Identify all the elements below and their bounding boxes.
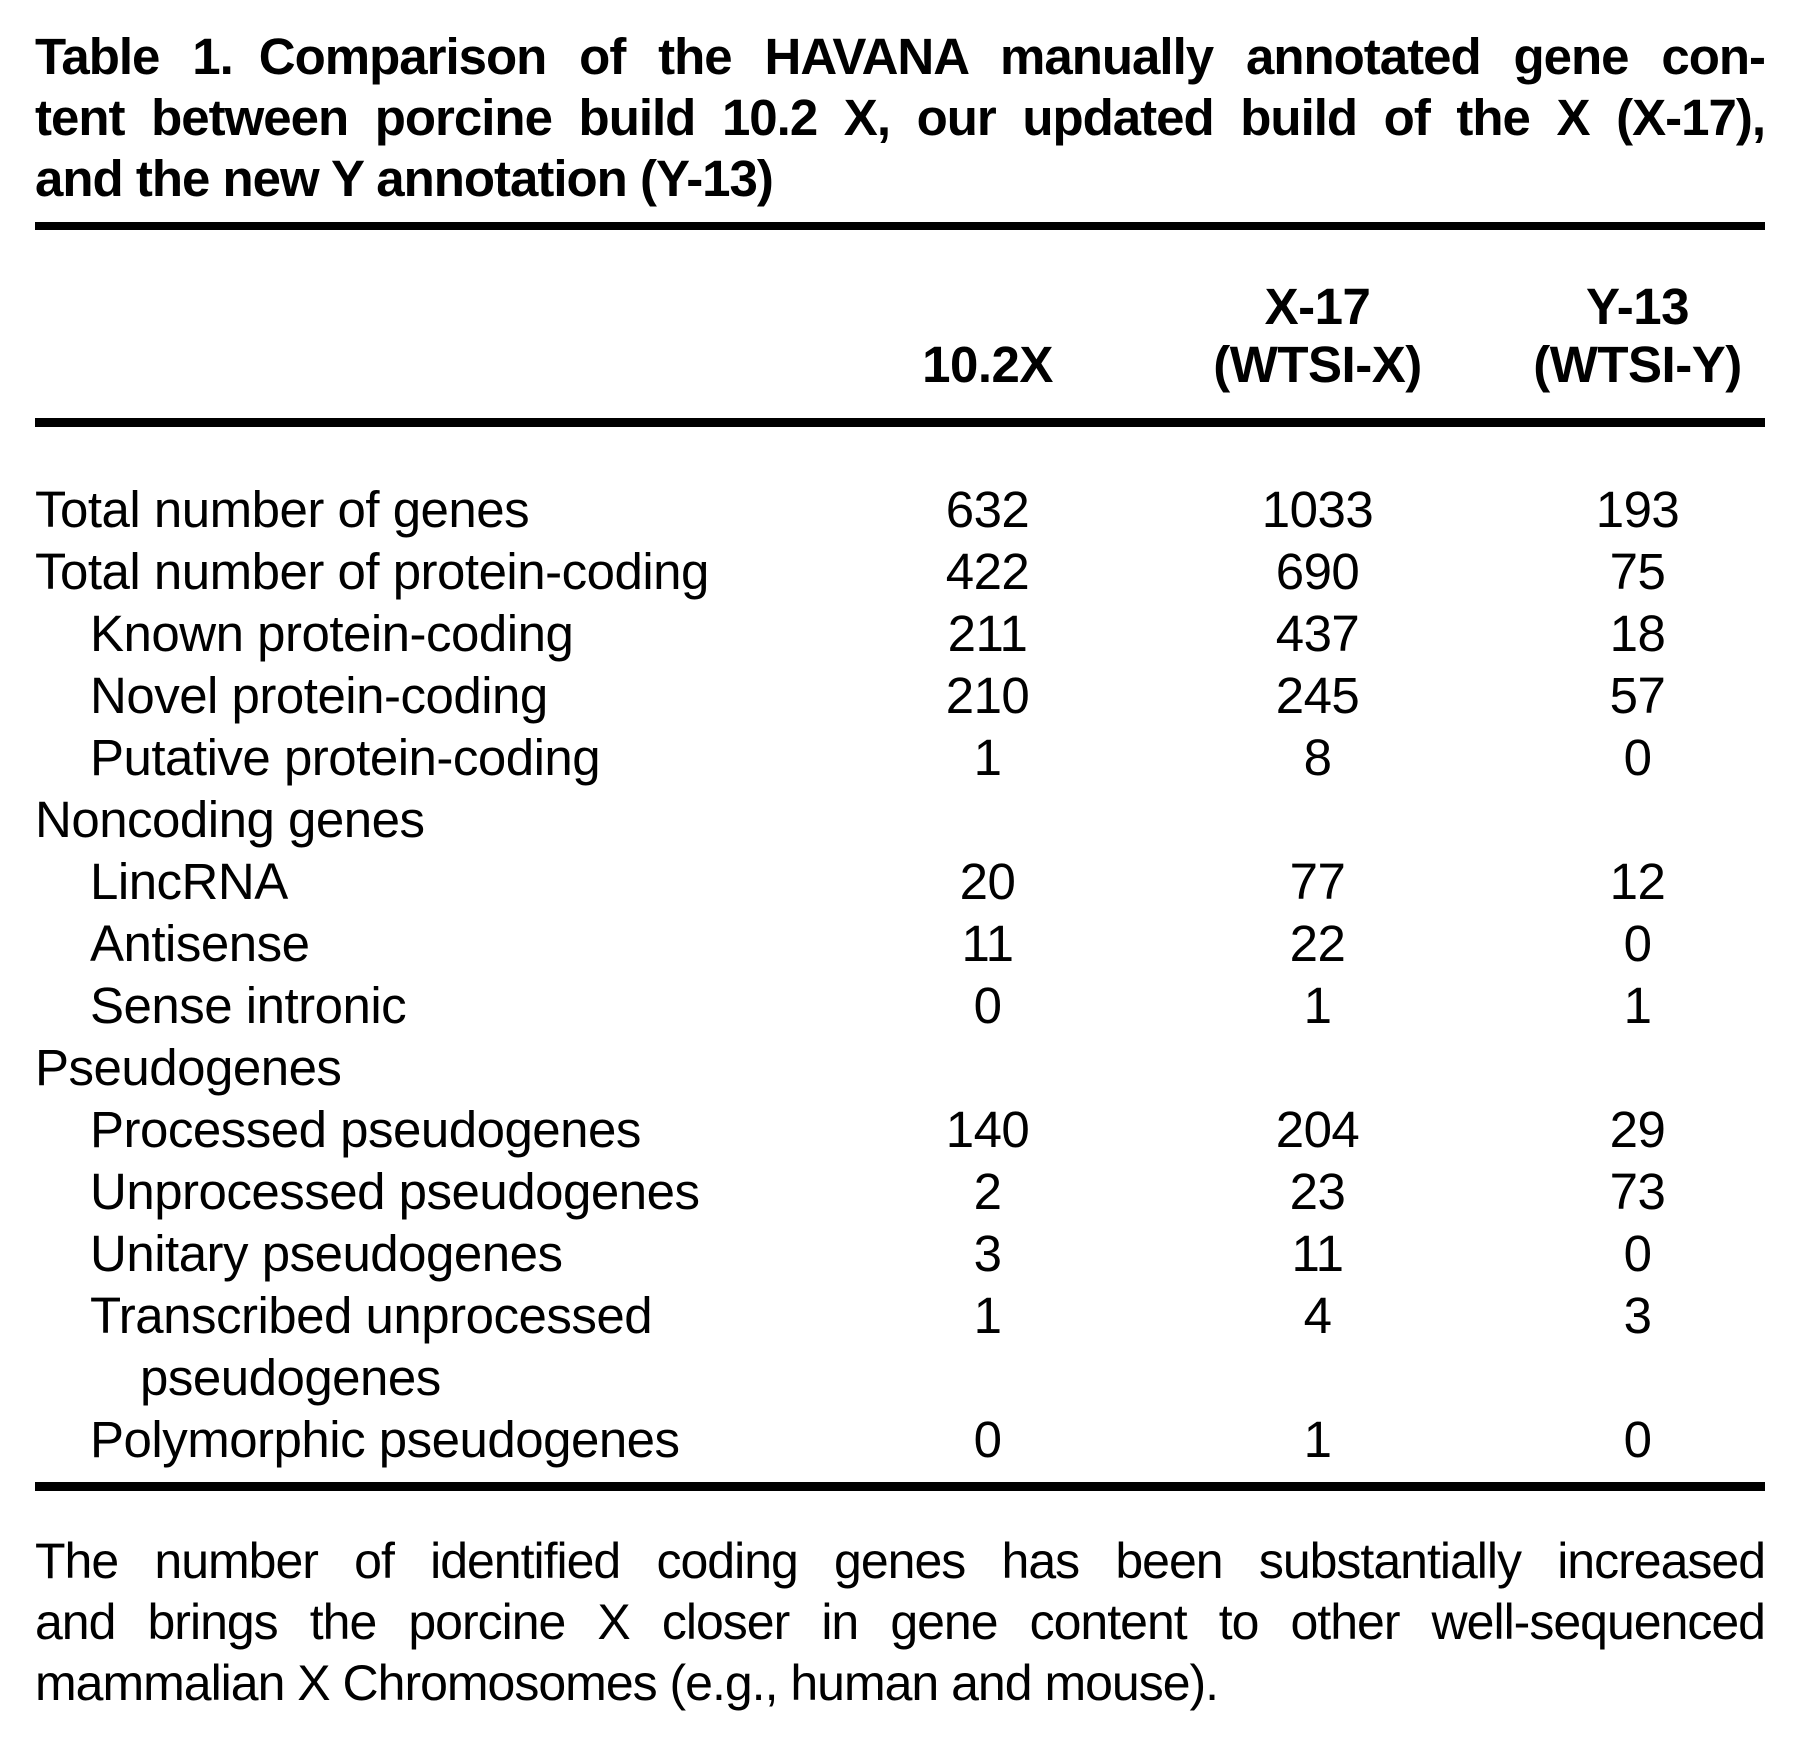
table-row: LincRNA 20 77 12 — [35, 851, 1765, 913]
table-row: Putative protein-coding 1 8 0 — [35, 727, 1765, 789]
table-number: Table 1. — [35, 28, 234, 85]
header-col-10-2x: 10.2X — [850, 336, 1125, 394]
header-col-x17-line1: X-17 — [1264, 278, 1371, 335]
header-col-x17-line2: (WTSI-X) — [1213, 336, 1422, 393]
row-label: Unprocessed pseudogenes — [90, 1163, 700, 1220]
table-caption: Table 1. Comparison of the HAVANA manuall… — [35, 26, 1766, 209]
table-row: Polymorphic pseudogenes 0 1 0 — [35, 1409, 1765, 1471]
caption-line-1-text: Comparison of the HAVANA manually annota… — [258, 28, 1766, 85]
header-rule — [35, 418, 1765, 427]
footnote-line-1: The number of identified coding genes ha… — [35, 1533, 1766, 1589]
table-row: Total number of genes 632 1033 193 — [35, 479, 1765, 541]
cell-y13: 0 — [1623, 729, 1652, 786]
cell-y13: 57 — [1609, 667, 1666, 724]
row-label: Unitary pseudogenes — [90, 1225, 563, 1282]
cell-x17: 23 — [1289, 1163, 1346, 1220]
header-col-y13-line1: Y-13 — [1586, 278, 1689, 335]
row-label: Known protein-coding — [90, 605, 574, 662]
row-label: LincRNA — [90, 853, 288, 910]
table-row: Processed pseudogenes 140 204 29 — [35, 1099, 1765, 1161]
table-row: Antisense 11 22 0 — [35, 913, 1765, 975]
cell-10-2x: 3 — [973, 1225, 1002, 1282]
cell-10-2x: 632 — [945, 481, 1030, 538]
cell-y13: 3 — [1623, 1287, 1652, 1344]
cell-x17: 1 — [1303, 977, 1332, 1034]
row-label: Total number of genes — [35, 481, 530, 538]
cell-y13: 0 — [1623, 915, 1652, 972]
caption-line-3: and the new Y annotation (Y-13) — [35, 150, 774, 207]
cell-10-2x: 2 — [973, 1163, 1002, 1220]
cell-x17: 1 — [1303, 1411, 1332, 1468]
row-label: Novel protein-coding — [90, 667, 548, 724]
cell-x17: 8 — [1303, 729, 1332, 786]
table-row: Known protein-coding 211 437 18 — [35, 603, 1765, 665]
header-col-10-2x-line2: 10.2X — [922, 336, 1053, 393]
top-rule — [35, 222, 1765, 230]
cell-10-2x: 140 — [945, 1101, 1030, 1158]
header-col-y13-line2: (WTSI-Y) — [1533, 336, 1742, 393]
cell-10-2x: 422 — [945, 543, 1030, 600]
table-row: Unitary pseudogenes 3 11 0 — [35, 1223, 1765, 1285]
table-footnote: The number of identified coding genes ha… — [35, 1531, 1766, 1714]
table-section-row: Pseudogenes — [35, 1037, 1765, 1099]
bottom-rule — [35, 1482, 1765, 1491]
row-label: Polymorphic pseudogenes — [90, 1411, 680, 1468]
table-section-row: Noncoding genes — [35, 789, 1765, 851]
header-col-x17: X-17 (WTSI-X) — [1125, 278, 1510, 394]
table-row: Total number of protein-coding 422 690 7… — [35, 541, 1765, 603]
table-body: Total number of genes 632 1033 193 Total… — [35, 427, 1765, 1471]
table-row: Transcribed unprocessed pseudogenes 1 4 … — [35, 1285, 1765, 1409]
row-label: Transcribed unprocessed — [90, 1287, 653, 1344]
cell-10-2x: 210 — [945, 667, 1030, 724]
table-header-row: 10.2X X-17 (WTSI-X) Y-13 (WTSI-Y) — [35, 230, 1765, 418]
cell-y13: 0 — [1623, 1411, 1652, 1468]
cell-y13: 73 — [1609, 1163, 1666, 1220]
cell-y13: 75 — [1609, 543, 1666, 600]
cell-x17: 22 — [1289, 915, 1346, 972]
cell-y13: 193 — [1595, 481, 1680, 538]
cell-10-2x: 211 — [947, 605, 1028, 662]
row-label: Putative protein-coding — [90, 729, 601, 786]
section-label: Pseudogenes — [35, 1039, 342, 1096]
cell-x17: 245 — [1275, 667, 1360, 724]
table-row: Novel protein-coding 210 245 57 — [35, 665, 1765, 727]
cell-10-2x: 0 — [973, 977, 1002, 1034]
cell-x17: 4 — [1303, 1287, 1332, 1344]
cell-x17: 77 — [1289, 853, 1346, 910]
cell-x17: 1033 — [1261, 481, 1374, 538]
section-label: Noncoding genes — [35, 791, 425, 848]
header-col-y13: Y-13 (WTSI-Y) — [1510, 278, 1765, 394]
caption-line-2: tent between porcine build 10.2 X, our u… — [35, 89, 1766, 146]
row-label: Processed pseudogenes — [90, 1101, 641, 1158]
cell-10-2x: 1 — [973, 729, 1002, 786]
cell-x17: 690 — [1275, 543, 1360, 600]
cell-10-2x: 1 — [973, 1287, 1002, 1344]
cell-y13: 18 — [1609, 605, 1666, 662]
table-row: Sense intronic 0 1 1 — [35, 975, 1765, 1037]
row-label: Sense intronic — [90, 977, 407, 1034]
cell-10-2x: 20 — [959, 853, 1016, 910]
cell-10-2x: 0 — [973, 1411, 1002, 1468]
row-label-continuation: pseudogenes — [140, 1349, 441, 1406]
footnote-line-3: mammalian X Chromosomes (e.g., human and… — [35, 1655, 1219, 1711]
caption-line-1: Table 1. Comparison of the HAVANA manuall… — [35, 26, 1766, 87]
cell-y13: 12 — [1609, 853, 1666, 910]
cell-10-2x: 11 — [961, 915, 1014, 972]
row-label-group: Transcribed unprocessed pseudogenes — [35, 1285, 850, 1409]
row-label: Total number of protein-coding — [35, 543, 709, 600]
table-content: Table 1. Comparison of the HAVANA manuall… — [35, 0, 1766, 1714]
cell-y13: 1 — [1623, 977, 1652, 1034]
footnote-line-2: and brings the porcine X closer in gene … — [35, 1594, 1766, 1650]
cell-x17: 11 — [1291, 1225, 1344, 1282]
cell-y13: 0 — [1623, 1225, 1652, 1282]
cell-x17: 437 — [1275, 605, 1360, 662]
table-row: Unprocessed pseudogenes 2 23 73 — [35, 1161, 1765, 1223]
cell-y13: 29 — [1609, 1101, 1666, 1158]
cell-x17: 204 — [1275, 1101, 1360, 1158]
row-label: Antisense — [90, 915, 310, 972]
